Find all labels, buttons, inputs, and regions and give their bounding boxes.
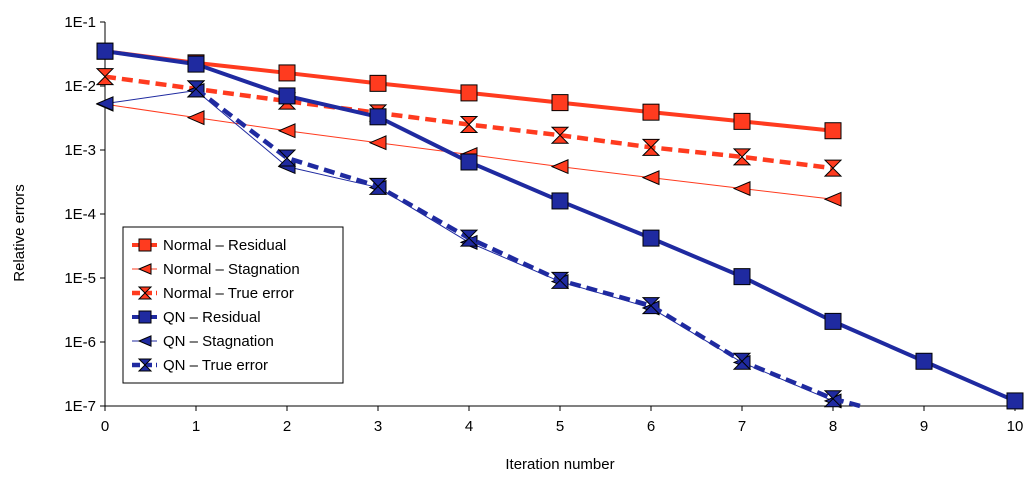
legend-label: Normal – True error xyxy=(163,285,294,302)
legend-item: Normal – Residual xyxy=(132,237,286,254)
data-point xyxy=(551,192,569,210)
data-point xyxy=(96,42,114,60)
legend-item: Normal – Stagnation xyxy=(132,261,300,278)
legend-item: QN – Residual xyxy=(132,309,261,326)
data-point xyxy=(277,149,297,167)
legend-label: Normal – Stagnation xyxy=(163,261,300,278)
data-point xyxy=(137,286,153,300)
data-point xyxy=(642,229,660,247)
data-point xyxy=(138,310,152,324)
legend-item: QN – Stagnation xyxy=(132,333,274,350)
data-point xyxy=(369,108,387,126)
axes: 1E-1 1E-2 1E-3 1E-4 1E-5 1E-6 1E-7 0 1 2 3 4 5 6 7 8 9 10 xyxy=(64,14,1023,435)
x-tick-label: 3 xyxy=(374,418,382,435)
x-tick-label: 5 xyxy=(556,418,564,435)
series-5 xyxy=(186,80,861,409)
data-point xyxy=(550,126,570,144)
y-tick-label: 1E-6 xyxy=(64,334,96,351)
y-tick-label: 1E-1 xyxy=(64,14,96,31)
data-point xyxy=(915,352,933,370)
data-point xyxy=(824,312,842,330)
data-point xyxy=(550,271,570,289)
data-point xyxy=(138,238,152,252)
legend: Normal – Residual Normal – Stagnation Norm… xyxy=(122,226,344,384)
x-tick-label: 1 xyxy=(192,418,200,435)
x-tick-label: 7 xyxy=(738,418,746,435)
x-tick-label: 10 xyxy=(1007,418,1024,435)
x-tick-label: 2 xyxy=(283,418,291,435)
data-point xyxy=(278,87,296,105)
data-point xyxy=(187,55,205,73)
x-tick-label: 8 xyxy=(829,418,837,435)
data-point xyxy=(823,390,843,408)
legend-label: QN – True error xyxy=(163,357,268,374)
data-point xyxy=(733,268,751,286)
data-point xyxy=(460,153,478,171)
data-point xyxy=(732,148,752,166)
x-tick-label: 0 xyxy=(101,418,109,435)
data-point xyxy=(137,358,153,372)
series-layer xyxy=(95,42,1024,410)
x-tick-label: 6 xyxy=(647,418,655,435)
data-point xyxy=(824,122,842,140)
data-point xyxy=(733,112,751,130)
data-point xyxy=(459,229,479,247)
legend-item: QN – True error xyxy=(132,357,268,374)
legend-box xyxy=(122,226,344,384)
y-tick-label: 1E-3 xyxy=(64,142,96,159)
series-3 xyxy=(96,42,1024,410)
data-point xyxy=(641,138,661,156)
x-axis-title: Iteration number xyxy=(505,456,614,473)
data-point xyxy=(1006,392,1024,410)
data-point xyxy=(823,191,842,207)
data-point xyxy=(550,159,569,175)
x-tick-label: 4 xyxy=(465,418,473,435)
data-point xyxy=(186,80,206,98)
legend-label: QN – Stagnation xyxy=(163,333,274,350)
y-tick-label: 1E-7 xyxy=(64,398,96,415)
data-point xyxy=(460,84,478,102)
legend-item: Normal – True error xyxy=(132,285,294,302)
data-point xyxy=(641,170,660,186)
legend-label: Normal – Residual xyxy=(163,237,286,254)
legend-label: QN – Residual xyxy=(163,309,261,326)
data-point xyxy=(369,74,387,92)
y-tick-label: 1E-4 xyxy=(64,206,96,223)
data-point xyxy=(368,135,387,151)
data-point xyxy=(732,352,752,370)
data-point xyxy=(551,94,569,112)
data-point xyxy=(137,263,152,275)
data-point xyxy=(137,335,152,347)
series-1 xyxy=(95,96,842,207)
data-point xyxy=(642,103,660,121)
data-point xyxy=(732,180,751,197)
data-point xyxy=(277,123,296,139)
data-point xyxy=(95,68,115,86)
data-point xyxy=(278,64,296,82)
data-point xyxy=(95,96,114,112)
y-axis-title: Relative errors xyxy=(11,184,28,282)
data-point xyxy=(186,110,205,126)
data-point xyxy=(641,297,661,315)
y-tick-label: 1E-2 xyxy=(64,78,96,95)
x-tick-label: 9 xyxy=(920,418,928,435)
data-point xyxy=(823,159,843,177)
data-point xyxy=(459,116,479,134)
y-tick-label: 1E-5 xyxy=(64,270,96,287)
data-point xyxy=(368,177,388,195)
